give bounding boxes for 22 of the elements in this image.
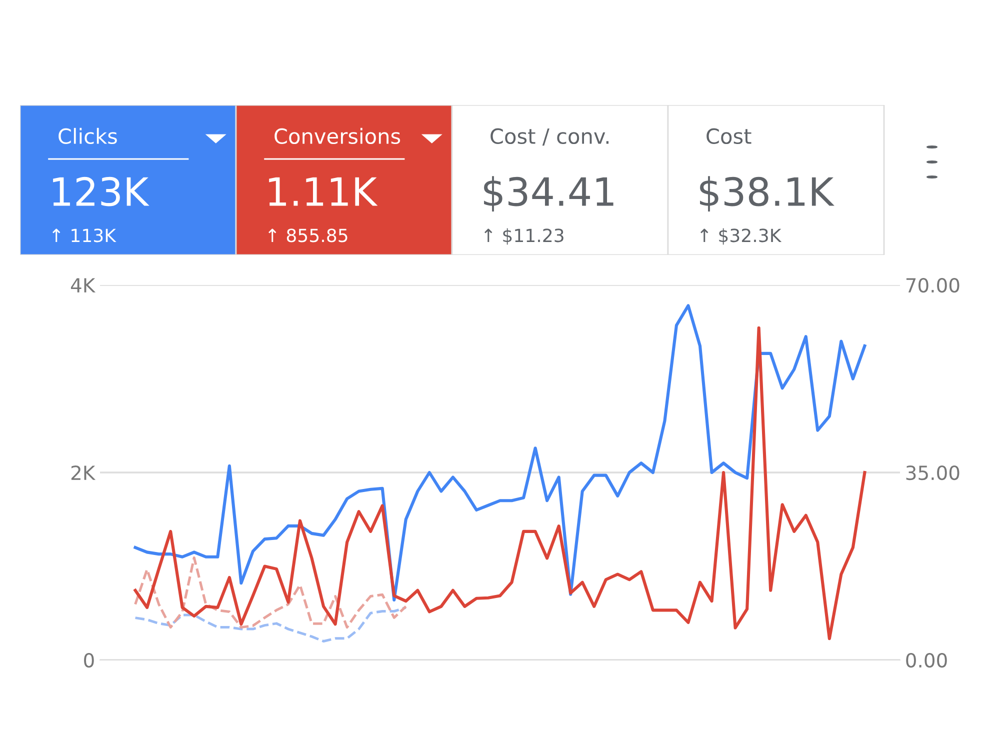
y2-tick-label: 35.00 [906,465,960,480]
text: ↑ 855.85 [268,228,348,242]
text: 1.11K [269,177,378,206]
y-tick-label: 0 [84,652,94,668]
line-series [134,556,408,629]
y2-tick-label: 0.00 [906,652,947,668]
text: $38.1K [700,176,834,212]
y-tick-label: 2K [71,465,96,480]
text: ↑ $32.3K [700,228,782,245]
text: ↑ 113K [52,228,116,242]
text: 123K [53,176,150,206]
text: Clicks [58,128,117,144]
y2-tick-label: 70.00 [906,278,960,293]
text: Conversions [274,128,400,144]
text: Cost [706,128,752,144]
line-series [134,326,866,640]
y-tick-label: 4K [70,278,96,292]
text: ↑ $11.23 [484,228,564,245]
line-series [134,304,866,602]
text: $34.41 [484,176,614,212]
line-series [134,606,408,642]
text: Cost / conv. [490,128,609,146]
